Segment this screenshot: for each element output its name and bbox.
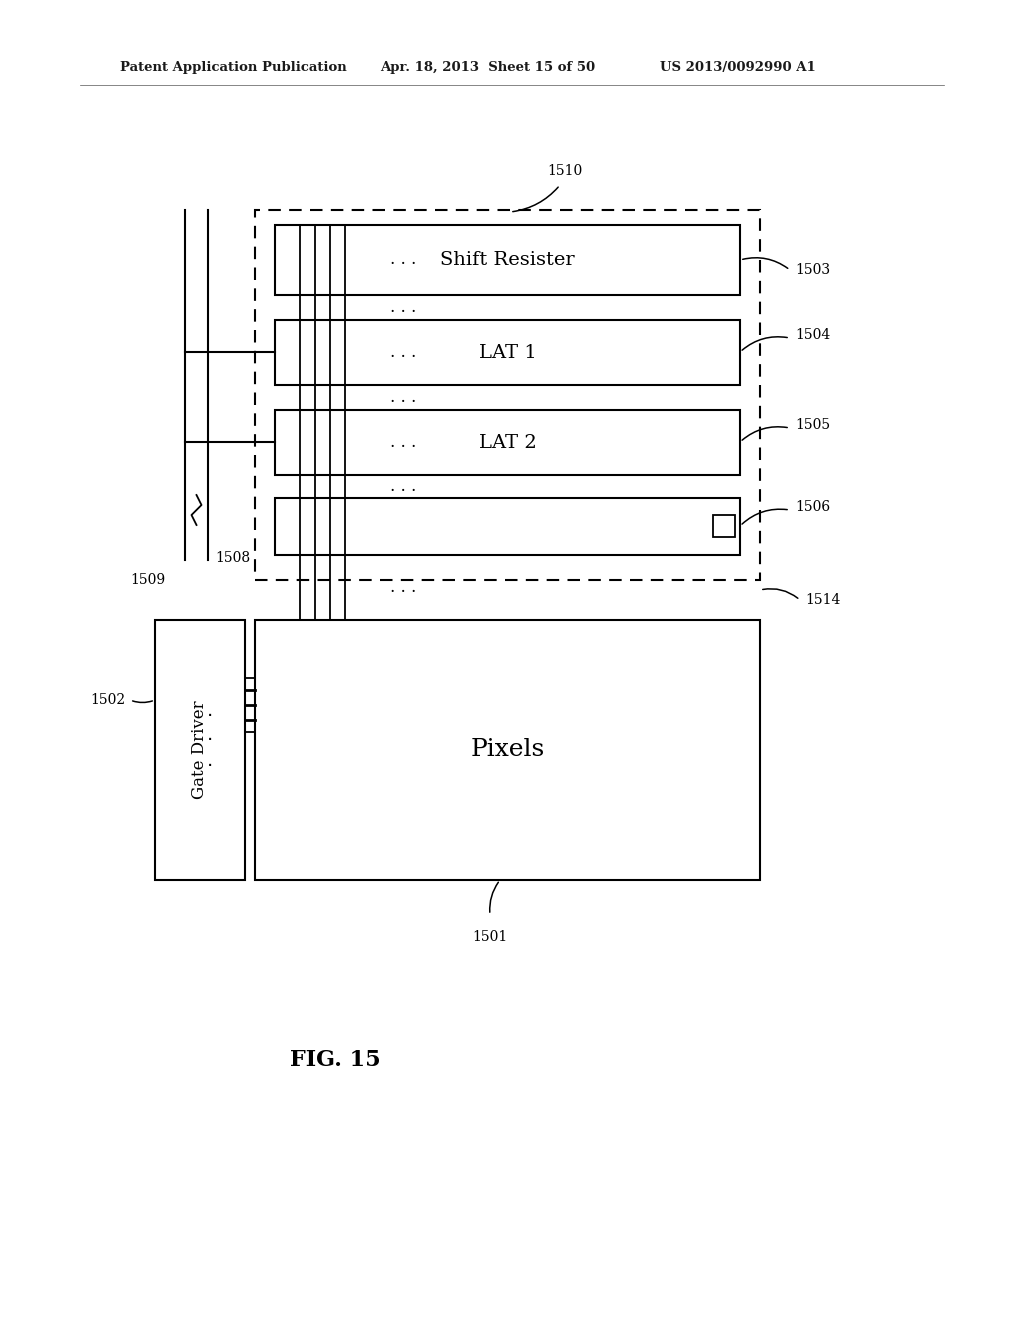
Text: 1510: 1510 (548, 164, 583, 178)
Bar (713, 515, 735, 537)
Text: 1506: 1506 (795, 500, 830, 513)
Text: 1509: 1509 (130, 573, 165, 587)
Text: .: . (207, 726, 213, 744)
Text: FIG. 15: FIG. 15 (290, 1049, 380, 1071)
Text: Apr. 18, 2013  Sheet 15 of 50: Apr. 18, 2013 Sheet 15 of 50 (380, 62, 595, 74)
Text: LAT 1: LAT 1 (478, 343, 537, 362)
Text: .: . (207, 751, 213, 770)
Text: 1508: 1508 (215, 550, 250, 565)
Text: . . .: . . . (390, 345, 416, 360)
Bar (275, 319, 740, 385)
Text: 1502: 1502 (90, 693, 125, 708)
Bar (255, 620, 760, 880)
Text: . . .: . . . (390, 252, 416, 268)
Text: Pixels: Pixels (470, 738, 545, 762)
Text: 1504: 1504 (795, 327, 830, 342)
Text: LAT 2: LAT 2 (478, 433, 537, 451)
Text: . . .: . . . (390, 434, 416, 451)
Text: . . .: . . . (390, 478, 416, 495)
Text: 1503: 1503 (795, 263, 830, 277)
Text: 1514: 1514 (805, 593, 841, 607)
Text: 1505: 1505 (795, 418, 830, 432)
Text: . . .: . . . (390, 579, 416, 597)
Bar (275, 411, 740, 475)
Text: Patent Application Publication: Patent Application Publication (120, 62, 347, 74)
Text: 1501: 1501 (472, 931, 508, 944)
Text: Gate Driver: Gate Driver (191, 701, 209, 800)
Text: . . .: . . . (390, 300, 416, 315)
Bar (275, 498, 740, 554)
Bar (275, 224, 740, 294)
Text: .: . (207, 701, 213, 719)
Bar (155, 620, 245, 880)
Text: US 2013/0092990 A1: US 2013/0092990 A1 (660, 62, 816, 74)
Text: Shift Resister: Shift Resister (440, 251, 574, 269)
Bar (255, 210, 760, 579)
Text: . . .: . . . (390, 389, 416, 407)
